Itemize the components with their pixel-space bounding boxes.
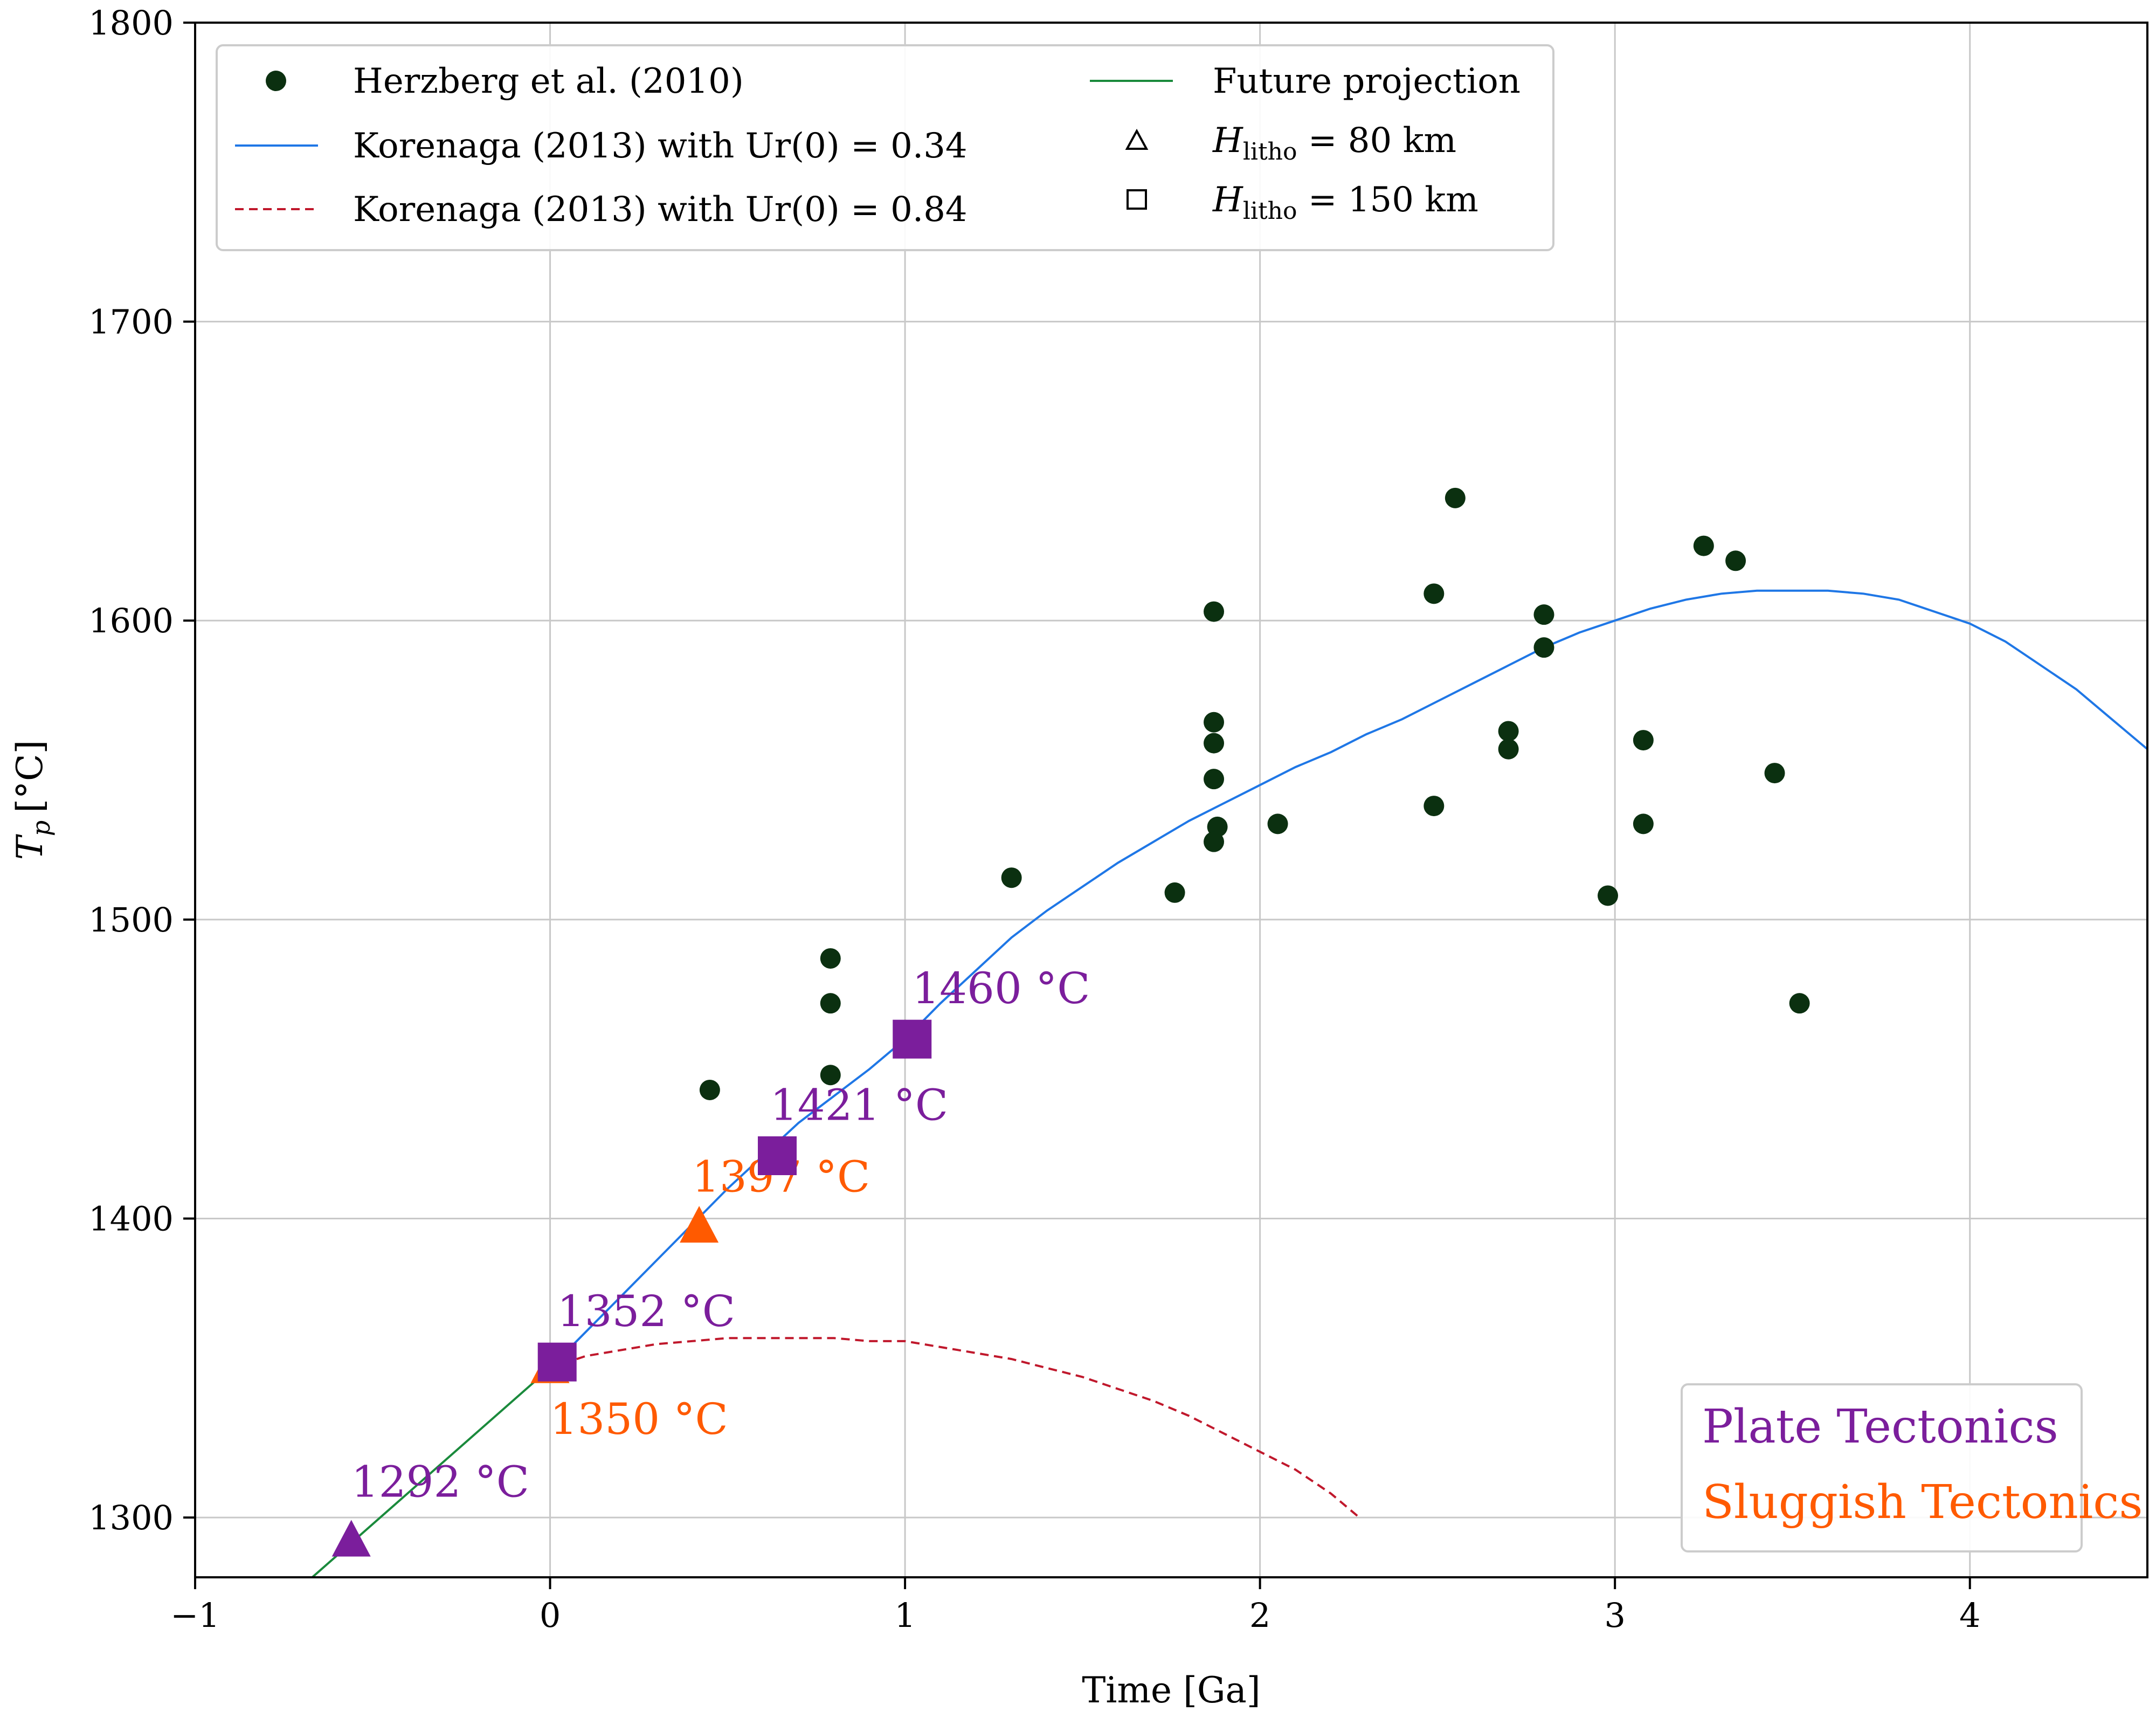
regime-label-plate-tectonics: Plate Tectonics — [1702, 1400, 2058, 1454]
temperature-annotation: 1460 °C — [912, 963, 1090, 1013]
herzberg-data-point — [1267, 813, 1288, 834]
y-axis-title-unit: [°C] — [9, 740, 51, 813]
herzberg-data-point — [1533, 637, 1554, 658]
plate-marker-triangle — [331, 1520, 371, 1557]
temperature-annotation: 1292 °C — [351, 1457, 529, 1507]
grid — [194, 22, 2147, 1577]
herzberg-data-point — [1764, 763, 1785, 784]
x-tick-label: 3 — [1604, 1596, 1625, 1635]
legend: Herzberg et al. (2010) Korenaga (2013) w… — [216, 44, 1554, 251]
sluggish-marker-triangle — [680, 1206, 719, 1243]
legend-symbol-open-triangle — [1125, 128, 1149, 150]
y-tick-label: 1400 — [88, 1199, 174, 1238]
herzberg-data-point — [820, 1065, 841, 1086]
herzberg-data-point — [820, 993, 841, 1014]
y-axis-title-subscript: p — [26, 820, 56, 836]
herzberg-data-point — [1423, 796, 1445, 817]
y-axis-title: Tp [°C] — [9, 740, 56, 860]
herzberg-data-point — [1204, 769, 1225, 790]
plate-marker-square — [537, 1342, 577, 1382]
plot-frame — [194, 22, 2148, 1578]
herzberg-data-point — [1423, 583, 1445, 604]
herzberg-data-point — [1204, 831, 1225, 852]
herzberg-data-point — [1693, 535, 1714, 556]
herzberg-data-point — [1204, 601, 1225, 622]
regime-label-sluggish-tectonics: Sluggish Tectonics — [1702, 1475, 2143, 1529]
legend-label-hlitho-150: Hlitho = 150 km — [1212, 180, 1478, 225]
herzberg-data-point — [1533, 604, 1554, 625]
herzberg-data-point — [1598, 885, 1619, 906]
herzberg-data-point — [1204, 712, 1225, 733]
herzberg-data-point — [1725, 550, 1746, 571]
plate-marker-square — [893, 1019, 932, 1059]
x-tick-label: 4 — [1959, 1596, 1980, 1635]
regime-legend-box — [1681, 1383, 2083, 1552]
herzberg-data-point — [1498, 739, 1519, 760]
x-tick-label: 1 — [894, 1596, 915, 1635]
y-tick-label: 1500 — [88, 900, 174, 940]
legend-symbol-open-square — [1127, 189, 1147, 210]
y-axis-title-symbol: T — [9, 833, 51, 860]
temperature-annotation: 1421 °C — [770, 1080, 948, 1130]
y-tick-label: 1300 — [88, 1498, 174, 1537]
legend-box — [216, 44, 1554, 251]
herzberg-data-point — [1633, 730, 1654, 751]
tectonic-regime-legend: Plate Tectonics Sluggish Tectonics — [1681, 1383, 2143, 1552]
plate-marker-square — [758, 1136, 797, 1175]
herzberg-data-point — [1445, 487, 1466, 508]
legend-label-future-projection: Future projection — [1213, 61, 1521, 101]
herzberg-data-point — [1633, 813, 1654, 834]
herzberg-data-point — [699, 1079, 720, 1100]
herzberg-data-point — [1001, 867, 1022, 888]
temperature-annotation: 1352 °C — [557, 1286, 735, 1336]
y-tick-label: 1700 — [88, 302, 174, 342]
herzberg-data-point — [1204, 733, 1225, 754]
herzberg-data-point — [1164, 882, 1185, 903]
plot-area — [311, 487, 2147, 1577]
korenaga-034-line — [549, 589, 2147, 1369]
axis-ticks: −1 0 1 2 3 4 1300 1400 1500 1600 1700 1800 — [88, 3, 1980, 1635]
x-tick-label: 2 — [1249, 1596, 1270, 1635]
legend-label-herzberg: Herzberg et al. (2010) — [353, 61, 744, 101]
x-tick-label: 0 — [540, 1596, 561, 1635]
herzberg-data-point — [820, 948, 841, 969]
herzberg-data-point — [1498, 721, 1519, 742]
legend-symbol-herzberg — [266, 71, 286, 91]
y-tick-label: 1600 — [88, 601, 174, 640]
legend-label-korenaga-034: Korenaga (2013) with Ur(0) = 0.34 — [353, 126, 968, 166]
legend-label-korenaga-084: Korenaga (2013) with Ur(0) = 0.84 — [353, 190, 968, 230]
korenaga-084-line — [549, 1337, 1360, 1519]
legend-label-hlitho-80: Hlitho = 80 km — [1212, 121, 1456, 165]
y-tick-label: 1800 — [88, 3, 174, 43]
x-tick-label: −1 — [170, 1596, 219, 1635]
x-axis-title: Time [Ga] — [1082, 1669, 1260, 1711]
herzberg-data-point — [1789, 993, 1810, 1014]
temperature-annotation: 1350 °C — [550, 1394, 728, 1444]
